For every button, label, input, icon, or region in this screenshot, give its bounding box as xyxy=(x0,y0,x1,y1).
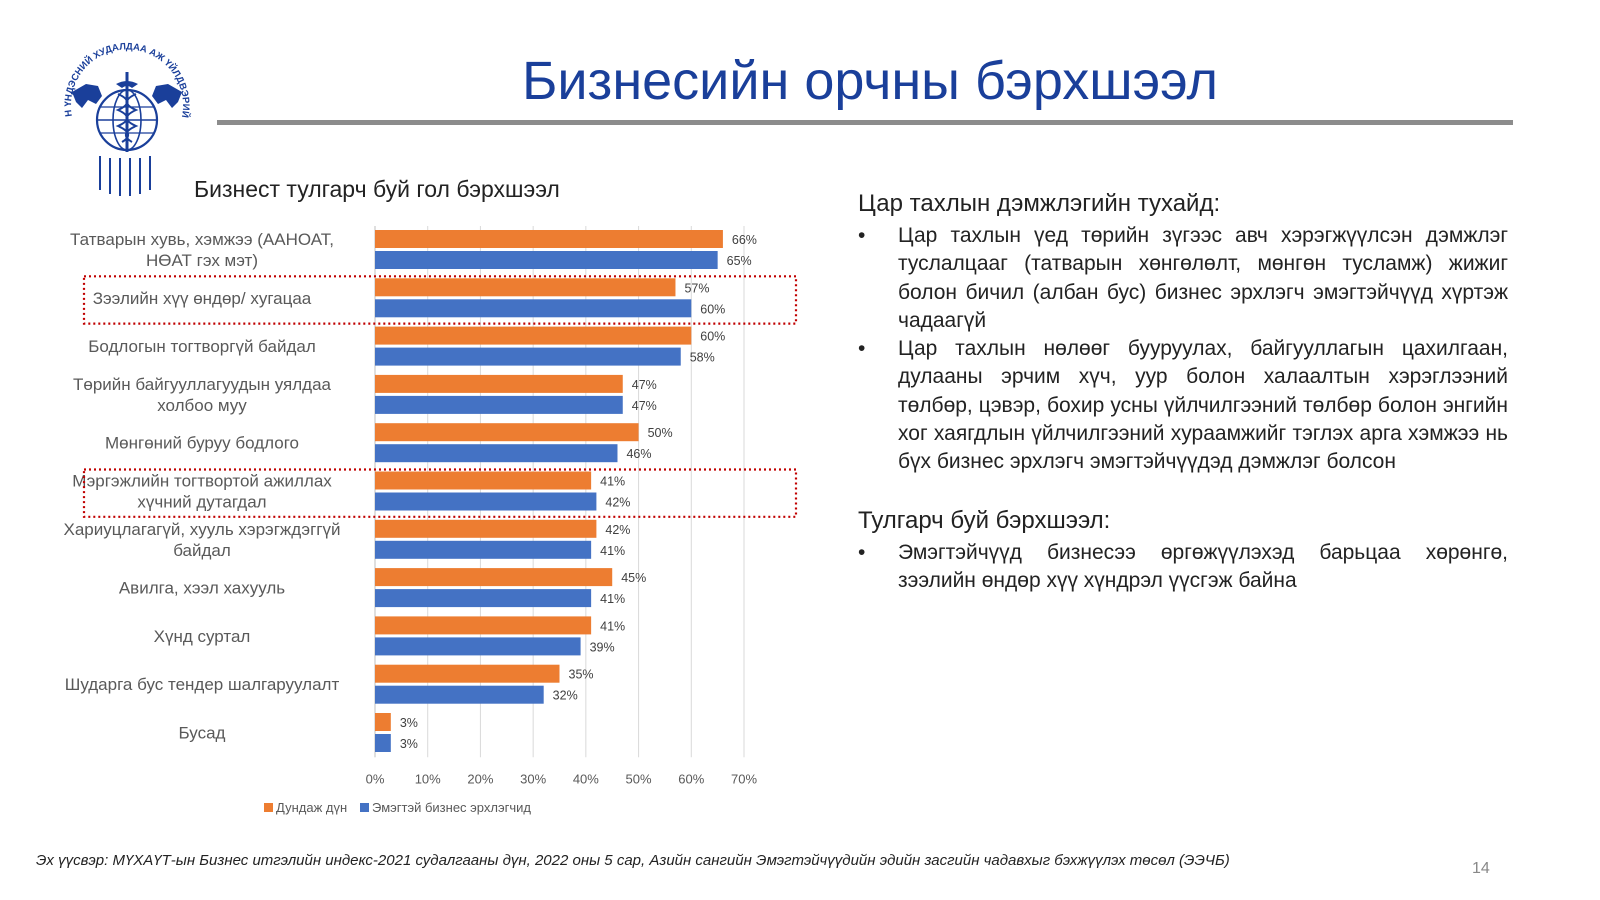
category-label: Мөнгөний буруу бодлого xyxy=(105,434,299,453)
list-item: • Цар тахлын үед төрийн зүгээс авч хэрэгж… xyxy=(858,224,1508,332)
x-tick-label: 50% xyxy=(626,771,652,786)
data-label: 47% xyxy=(632,399,657,413)
bar xyxy=(375,326,692,345)
bar xyxy=(375,299,692,318)
bar-chart: 0% 10% 20% 30% 40% 50% 60% 70% Татварын хувь, хэ… xyxy=(64,226,798,815)
category-label: Төрийн байгууллагуудын уялдаа xyxy=(73,375,332,394)
data-label: 42% xyxy=(605,523,630,537)
pandemic-support-list: • Цар тахлын үед төрийн зүгээс авч хэрэгж… xyxy=(858,222,1508,477)
category-label: Зээлийн хүү өндөр/ хугацаа xyxy=(93,289,312,308)
title-divider xyxy=(217,120,1513,125)
data-label: 65% xyxy=(727,254,752,268)
data-label: 3% xyxy=(400,737,418,751)
data-label: 42% xyxy=(605,496,630,510)
category-label: Татварын хувь, хэмжээ (ААНОАТ, xyxy=(70,230,334,249)
bar xyxy=(375,637,581,656)
data-label: 47% xyxy=(632,378,657,392)
data-label: 32% xyxy=(553,689,578,703)
bar xyxy=(375,423,639,442)
data-label: 41% xyxy=(600,619,625,633)
bar xyxy=(375,395,623,414)
data-label: 46% xyxy=(626,447,651,461)
data-label: 39% xyxy=(590,640,615,654)
bar xyxy=(375,589,592,608)
x-tick-label: 30% xyxy=(520,771,546,786)
category-label: Бусад xyxy=(179,724,226,743)
list-item: • Эмэгтэйчүүд бизнесээ өргөжүүлэхэд барьц… xyxy=(858,540,1508,592)
data-label: 57% xyxy=(684,281,709,295)
highlight-box xyxy=(82,468,798,518)
pandemic-support-heading: Цар тахлын дэмжлэгийн тухайд: xyxy=(858,190,1221,217)
category-label: Хариуцлагагүй, хууль хэрэгждэггүй xyxy=(64,520,341,539)
info-panel: Цар тахлын дэмжлэгийн тухайд: • Цар тахлы… xyxy=(858,190,1508,595)
data-label: 45% xyxy=(621,571,646,585)
data-label: 66% xyxy=(732,233,757,247)
bar xyxy=(375,492,597,511)
bar xyxy=(375,540,592,559)
bar xyxy=(375,734,391,752)
data-label: 60% xyxy=(700,330,725,344)
legend-swatch xyxy=(264,803,273,812)
bar xyxy=(375,278,676,297)
page-title: Бизнесийн орчны бэрхшээл xyxy=(521,51,1219,111)
bar xyxy=(375,664,560,683)
bar xyxy=(375,347,681,366)
x-tick-label: 10% xyxy=(415,771,441,786)
category-label: Хүнд суртал xyxy=(154,627,251,646)
x-tick-label: 40% xyxy=(573,771,599,786)
legend-swatch xyxy=(360,803,369,812)
category-label: холбоо муу xyxy=(157,396,247,415)
bar xyxy=(375,444,618,463)
bullet-icon: • xyxy=(858,224,866,247)
bullet-icon: • xyxy=(858,337,866,361)
category-label: Мэргэжлийн тогтвортой ажиллах xyxy=(72,472,332,491)
data-label: 41% xyxy=(600,544,625,558)
category-label: Шударга бус тендер шалгаруулалт xyxy=(65,675,340,694)
bar xyxy=(375,374,623,393)
bar xyxy=(375,685,544,704)
data-label: 35% xyxy=(569,668,594,682)
bullet-icon: • xyxy=(858,540,866,564)
data-label: 50% xyxy=(648,426,673,440)
data-label: 60% xyxy=(700,302,725,316)
source-note: Эх үүсвэр: МҮХАҮТ-ын Бизнес итгэлийн инд… xyxy=(36,852,1230,869)
highlight-box xyxy=(82,275,798,325)
chart-title: Бизнест тулгарч буй гол бэрхшээл xyxy=(194,176,560,202)
list-item: • Цар тахлын нөлөөг бууруулах, байгууллаг… xyxy=(858,337,1508,474)
challenges-heading: Тулгарч буй бэрхшээл: xyxy=(858,506,1111,534)
bar xyxy=(375,230,723,248)
x-tick-label: 0% xyxy=(366,771,385,786)
category-label: Бодлогын тогтворгүй байдал xyxy=(88,337,316,356)
bar xyxy=(375,251,718,269)
data-label: 41% xyxy=(600,592,625,606)
bar xyxy=(375,519,597,538)
legend-label: Эмэгтэй бизнес эрхлэгчид xyxy=(372,800,531,815)
category-label: Авилга, хээл хахууль xyxy=(119,579,285,598)
data-label: 58% xyxy=(690,351,715,365)
data-label: 41% xyxy=(600,475,625,489)
bar xyxy=(375,713,391,731)
category-label: байдал xyxy=(173,541,231,560)
x-tick-label: 60% xyxy=(678,771,704,786)
data-label: 3% xyxy=(400,716,418,730)
x-tick-label: 70% xyxy=(731,771,757,786)
bar xyxy=(375,568,613,587)
legend-label: Дундаж дүн xyxy=(276,800,347,815)
bar xyxy=(375,616,592,635)
category-label: НӨАТ гэх мэт) xyxy=(146,251,258,270)
x-tick-label: 20% xyxy=(467,771,493,786)
challenges-list: • Эмэгтэйчүүд бизнесээ өргөжүүлэхэд барьц… xyxy=(858,539,1508,596)
page-number: 14 xyxy=(1472,860,1490,877)
organization-logo: МОНГОЛЫН ҮНДЭСНИЙ ХУДАЛДАА АЖ ҮЙЛДВЭРИЙН… xyxy=(52,24,192,196)
bar xyxy=(375,471,592,490)
category-label: хүчний дутагдал xyxy=(137,493,266,512)
